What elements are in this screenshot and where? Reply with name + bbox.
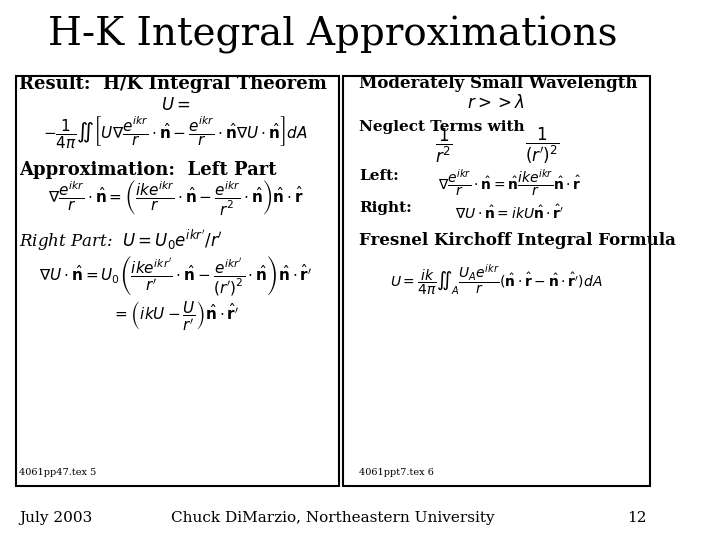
Text: 4061ppt7.tex 6: 4061ppt7.tex 6 bbox=[359, 468, 434, 477]
Text: July 2003: July 2003 bbox=[19, 511, 92, 525]
Text: 12: 12 bbox=[627, 511, 647, 525]
Text: Right Part:  $U = U_0 e^{ikr'}/r'$: Right Part: $U = U_0 e^{ikr'}/r'$ bbox=[19, 228, 222, 253]
Text: Right:: Right: bbox=[359, 201, 412, 215]
Text: $\nabla\dfrac{e^{ikr}}{r}\cdot\hat{\mathbf{n}} = \left(\dfrac{ike^{ikr}}{r}\cdot: $\nabla\dfrac{e^{ikr}}{r}\cdot\hat{\math… bbox=[48, 178, 304, 217]
Text: $\nabla U\cdot\hat{\mathbf{n}} = U_0\left(\dfrac{ike^{ikr'}}{r'}\cdot\hat{\mathb: $\nabla U\cdot\hat{\mathbf{n}} = U_0\lef… bbox=[39, 253, 312, 298]
Text: $\dfrac{1}{r^2}$: $\dfrac{1}{r^2}$ bbox=[435, 127, 453, 165]
Text: Chuck Di​Marzio, Northeastern University: Chuck Di​Marzio, Northeastern University bbox=[171, 511, 495, 525]
Text: Left:: Left: bbox=[359, 168, 399, 183]
Text: $\nabla\dfrac{e^{ikr}}{r}\cdot\hat{\mathbf{n}} = \hat{\mathbf{n}}\dfrac{ike^{ikr: $\nabla\dfrac{e^{ikr}}{r}\cdot\hat{\math… bbox=[438, 168, 581, 199]
Text: Approximation:  Left Part: Approximation: Left Part bbox=[19, 161, 276, 179]
Text: $-\dfrac{1}{4\pi}\iint\left[U\nabla\dfrac{e^{ikr}}{r}\cdot\hat{\mathbf{n}} - \df: $-\dfrac{1}{4\pi}\iint\left[U\nabla\dfra… bbox=[43, 114, 308, 150]
Text: $\nabla U\cdot\hat{\mathbf{n}} = ikU\hat{\mathbf{n}}\cdot\hat{\mathbf{r}}'$: $\nabla U\cdot\hat{\mathbf{n}} = ikU\hat… bbox=[454, 204, 564, 222]
Text: $U = \dfrac{ik}{4\pi}\iint_A \dfrac{U_A e^{ikr}}{r}\left(\hat{\mathbf{n}}\cdot\h: $U = \dfrac{ik}{4\pi}\iint_A \dfrac{U_A … bbox=[390, 263, 603, 299]
Text: Result:  H/K Integral Theorem: Result: H/K Integral Theorem bbox=[19, 75, 327, 93]
Text: H-K Integral Approximations: H-K Integral Approximations bbox=[48, 16, 618, 54]
Text: Moderately Small Wavelength: Moderately Small Wavelength bbox=[359, 75, 637, 92]
FancyBboxPatch shape bbox=[343, 76, 650, 486]
Text: 4061pp47.tex 5: 4061pp47.tex 5 bbox=[19, 468, 96, 477]
Text: $r >> \lambda$: $r >> \lambda$ bbox=[467, 93, 525, 112]
Text: $U=$: $U=$ bbox=[161, 97, 191, 114]
Text: $= \left(ikU - \dfrac{U}{r'}\right)\hat{\mathbf{n}}\cdot\hat{\mathbf{r}}'$: $= \left(ikU - \dfrac{U}{r'}\right)\hat{… bbox=[112, 299, 240, 333]
Text: $\dfrac{1}{(r')^2}$: $\dfrac{1}{(r')^2}$ bbox=[525, 126, 559, 166]
Text: Fresnel Kirchoff Integral Formula: Fresnel Kirchoff Integral Formula bbox=[359, 232, 676, 249]
Text: Neglect Terms with: Neglect Terms with bbox=[359, 120, 525, 134]
FancyBboxPatch shape bbox=[16, 76, 339, 486]
